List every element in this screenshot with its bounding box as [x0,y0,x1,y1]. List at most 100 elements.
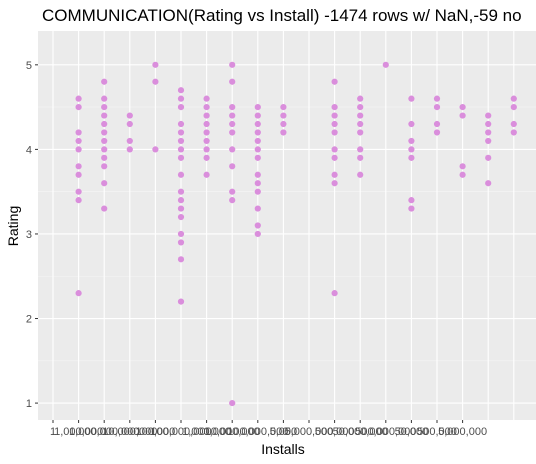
plot-panel [38,31,536,420]
data-point [75,188,82,195]
data-point [101,95,108,102]
axis-ticks: 1234511,000,0001,000,000,00010,000,00010… [26,60,487,438]
data-point [203,95,210,102]
data-point [177,298,185,305]
data-point [408,137,415,145]
data-point [254,112,261,119]
x-tick-label: 500,000 [417,426,457,438]
data-point [75,163,82,170]
data-point [101,104,108,111]
data-point [177,197,185,204]
x-tick-label: 100,000,000 [150,426,211,438]
data-point [280,129,287,136]
data-point [254,120,261,128]
data-point [433,120,441,128]
data-point [485,112,492,119]
data-point [357,154,364,161]
data-point [254,146,261,153]
data-point [203,129,210,136]
data-point [331,180,338,187]
data-point [229,197,236,204]
x-tick-label: 1 [50,426,56,438]
x-tick-label: 50,000,000 [333,426,388,438]
data-point [254,154,261,161]
data-point [510,129,517,136]
data-point [229,112,236,119]
data-point [101,205,108,212]
data-point [254,171,261,178]
x-tick-label: 1,000,000 [182,426,231,438]
data-point [75,129,82,136]
data-point [101,163,108,170]
y-tick-label: 5 [26,60,32,72]
data-point [357,171,364,178]
y-axis-title: Rating [5,206,21,246]
data-point [459,163,466,170]
data-point [331,146,338,153]
data-point [254,180,261,187]
data-point [229,104,236,111]
data-point [177,230,185,238]
data-point [177,256,185,263]
data-point [229,129,236,136]
data-point [357,104,364,111]
data-point [75,171,82,178]
data-point [408,120,415,128]
data-point [101,78,108,85]
data-point [331,78,338,85]
x-tick-label: 10,000,000 [205,426,260,438]
y-tick-label: 2 [26,314,32,326]
data-point [331,171,338,178]
data-point [177,154,185,161]
data-point [101,180,108,187]
data-point [203,104,210,111]
x-axis-title: Installs [261,441,305,457]
data-point [485,120,492,128]
data-point [280,112,287,119]
data-point [229,61,236,68]
data-point [101,146,108,153]
data-points [75,61,517,407]
data-point [75,137,82,145]
data-point [229,163,236,170]
data-point [177,188,185,195]
data-point [177,95,185,102]
data-point [485,137,492,145]
data-point [177,120,185,128]
data-point [152,146,159,153]
y-tick-label: 3 [26,229,32,241]
data-point [101,112,108,119]
data-point [203,154,210,161]
data-point [510,95,517,102]
data-point [331,154,338,161]
data-point [75,146,82,153]
data-point [357,146,364,153]
data-point [126,137,133,145]
x-tick-label: 5,000,000 [285,426,334,438]
x-tick-label: 100,000,000 [227,426,288,438]
data-point [485,154,492,161]
data-point [433,129,441,136]
data-point [485,129,492,136]
x-tick-label: 500,000 [315,426,355,438]
data-point [177,239,185,246]
data-point [177,171,185,178]
data-point [254,222,261,229]
data-point [408,154,415,161]
data-point [510,104,517,111]
data-point [433,104,441,111]
data-point [331,120,338,128]
data-point [177,213,185,221]
data-point [126,112,133,119]
data-point [331,290,338,297]
data-point [177,104,185,111]
data-point [254,230,261,238]
data-point [382,61,389,68]
data-point [101,120,108,128]
data-point [229,146,236,153]
data-point [408,95,415,102]
x-tick-label: 50,000 [395,426,429,438]
data-point [177,205,185,212]
data-point [152,78,159,85]
data-point [75,197,82,204]
